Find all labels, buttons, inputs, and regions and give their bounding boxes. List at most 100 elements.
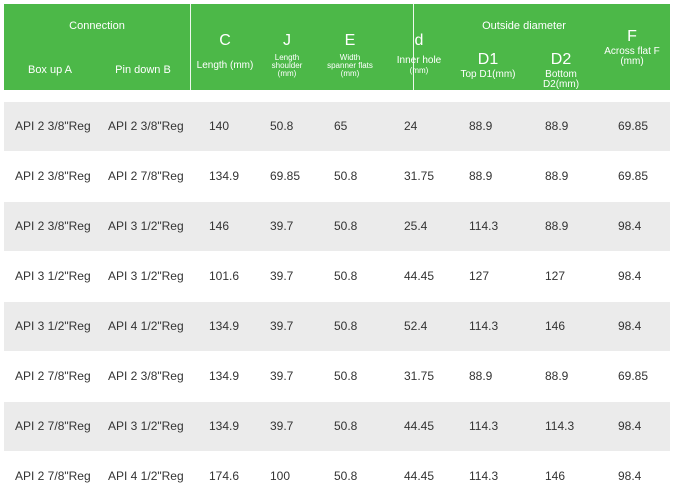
inner-hole-cell: 52.4 [404, 319, 428, 333]
pin-down-cell: API 3 1/2"Reg [108, 419, 184, 433]
header-connection: Connection [69, 20, 125, 32]
bottom-d2-cell: 146 [545, 319, 566, 333]
across-flat-cell: 98.4 [618, 469, 642, 483]
length-cell: 146 [209, 219, 230, 233]
shoulder-cell: 100 [270, 469, 291, 483]
header-d1-letter: D1 [477, 51, 499, 68]
spanner-cell: 50.8 [334, 269, 358, 283]
table-row: API 3 1/2"Reg API 4 1/2"Reg 134.9 39.7 50.8 5… [4, 302, 670, 351]
box-up-cell: API 2 7/8"Reg [15, 419, 91, 433]
across-flat-cell: 98.4 [618, 419, 642, 433]
inner-hole-cell: 44.45 [404, 419, 435, 433]
spanner-cell: 65 [334, 119, 348, 133]
header-f-letter: F [627, 28, 637, 45]
header-d-letter: d [414, 32, 424, 49]
header-d1-label: Top D1(mm) [460, 69, 516, 80]
header-e-label-3: (mm) [340, 69, 360, 78]
pin-down-cell: API 2 3/8"Reg [108, 369, 184, 383]
across-flat-cell: 69.85 [618, 369, 649, 383]
across-flat-cell: 98.4 [618, 219, 642, 233]
shoulder-cell: 39.7 [270, 219, 294, 233]
top-d1-cell: 114.3 [469, 419, 499, 433]
inner-hole-cell: 31.75 [404, 169, 435, 183]
top-d1-cell: 114.3 [469, 469, 499, 483]
length-cell: 134.9 [209, 169, 240, 183]
box-up-cell: API 2 3/8"Reg [15, 219, 91, 233]
header-pin-down: Pin down B [115, 64, 171, 76]
top-d1-cell: 88.9 [469, 369, 493, 383]
header-c-label: Length (mm) [196, 60, 254, 71]
top-d1-cell: 88.9 [469, 119, 493, 133]
top-d1-cell: 114.3 [469, 219, 499, 233]
bottom-d2-cell: 88.9 [545, 369, 569, 383]
header-d-label-1: Inner hole [396, 55, 442, 66]
length-cell: 134.9 [209, 419, 240, 433]
length-cell: 140 [209, 119, 230, 133]
length-cell: 134.9 [209, 369, 240, 383]
header-d2-label-1: Bottom [545, 69, 577, 80]
bottom-d2-cell: 146 [545, 469, 566, 483]
box-up-cell: API 2 3/8"Reg [15, 169, 91, 183]
across-flat-cell: 98.4 [618, 269, 642, 283]
table-header: Connection Box up A Pin down B C Length … [4, 4, 670, 90]
header-box-up: Box up A [27, 64, 73, 76]
shoulder-cell: 50.8 [270, 119, 294, 133]
spanner-cell: 50.8 [334, 369, 358, 383]
table-row: API 2 3/8"Reg API 3 1/2"Reg 146 39.7 50.8 25.… [4, 202, 670, 251]
spanner-cell: 50.8 [334, 419, 358, 433]
header-e-letter: E [344, 32, 356, 49]
inner-hole-cell: 31.75 [404, 369, 435, 383]
inner-hole-cell: 44.45 [404, 269, 435, 283]
pin-down-cell: API 4 1/2"Reg [108, 469, 184, 483]
header-e-label-2: spanner flats [327, 61, 373, 70]
spanner-cell: 50.8 [334, 319, 358, 333]
header-f-label-2: (mm) [620, 56, 644, 67]
inner-hole-cell: 25.4 [404, 219, 428, 233]
header-d2-label-2: D2(mm) [542, 79, 580, 90]
bottom-d2-cell: 88.9 [545, 169, 569, 183]
bottom-d2-cell: 114.3 [545, 419, 575, 433]
length-cell: 174.6 [209, 469, 240, 483]
pin-down-cell: API 3 1/2"Reg [108, 219, 184, 233]
shoulder-cell: 39.7 [270, 269, 294, 283]
header-outside-diameter: Outside diameter [482, 20, 566, 32]
header-j-label-3: (mm) [277, 69, 297, 78]
bottom-d2-cell: 88.9 [545, 119, 569, 133]
box-up-cell: API 3 1/2"Reg [15, 319, 91, 333]
table-row: API 2 7/8"Reg API 2 3/8"Reg 134.9 39.7 50.8 3… [4, 352, 670, 401]
spanner-cell: 50.8 [334, 469, 358, 483]
top-d1-cell: 88.9 [469, 169, 493, 183]
header-divider [190, 4, 191, 90]
table-row: API 2 3/8"Reg API 2 3/8"Reg 140 50.8 65 24 88.… [4, 102, 670, 151]
header-j-letter: J [283, 32, 291, 49]
bottom-d2-cell: 88.9 [545, 219, 569, 233]
length-cell: 134.9 [209, 319, 240, 333]
box-up-cell: API 2 7/8"Reg [15, 369, 91, 383]
top-d1-cell: 127 [469, 269, 490, 283]
table-row: API 3 1/2"Reg API 3 1/2"Reg 101.6 39.7 50.8 4… [4, 252, 670, 301]
shoulder-cell: 39.7 [270, 319, 294, 333]
shoulder-cell: 39.7 [270, 419, 294, 433]
spanner-cell: 50.8 [334, 219, 358, 233]
header-d2-letter: D2 [550, 51, 572, 68]
inner-hole-cell: 44.45 [404, 469, 435, 483]
box-up-cell: API 3 1/2"Reg [15, 269, 91, 283]
header-j-label-1: Length [274, 53, 300, 62]
box-up-cell: API 2 7/8"Reg [15, 469, 91, 483]
pin-down-cell: API 3 1/2"Reg [108, 269, 184, 283]
shoulder-cell: 69.85 [270, 169, 301, 183]
header-c-letter: C [219, 32, 231, 49]
bottom-d2-cell: 127 [545, 269, 566, 283]
header-f-label-1: Across flat F [604, 46, 660, 57]
pin-down-cell: API 2 7/8"Reg [108, 169, 184, 183]
table-row: API 2 3/8"Reg API 2 7/8"Reg 134.9 69.85 50.8… [4, 152, 670, 201]
across-flat-cell: 98.4 [618, 319, 642, 333]
table-row: API 2 7/8"Reg API 4 1/2"Reg 174.6 100 50.8 44… [4, 452, 670, 501]
inner-hole-cell: 24 [404, 119, 418, 133]
top-d1-cell: 114.3 [469, 319, 499, 333]
table-row: API 2 7/8"Reg API 3 1/2"Reg 134.9 39.7 50.8 4… [4, 402, 670, 451]
shoulder-cell: 39.7 [270, 369, 294, 383]
pin-down-cell: API 2 3/8"Reg [108, 119, 184, 133]
header-d-label-2: (mm) [409, 66, 429, 75]
length-cell: 101.6 [209, 269, 240, 283]
